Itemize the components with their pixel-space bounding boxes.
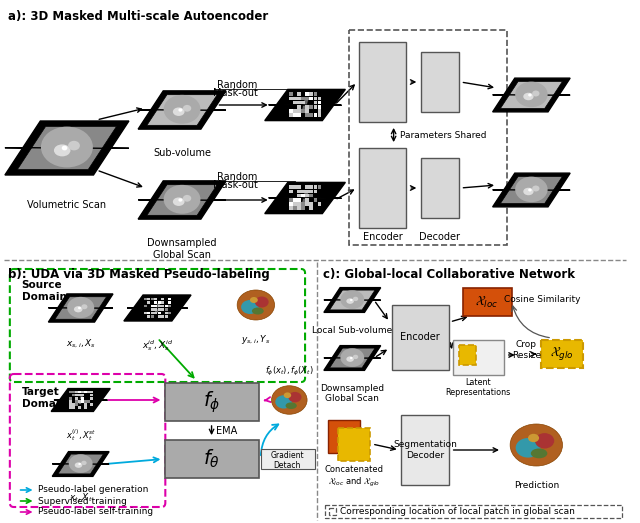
Bar [68, 400, 72, 403]
Bar [305, 93, 309, 96]
Bar [289, 185, 292, 189]
Polygon shape [61, 139, 73, 157]
Text: Local Sub-volume: Local Sub-volume [312, 326, 392, 335]
Bar [75, 400, 77, 403]
Polygon shape [51, 389, 110, 412]
Bar [293, 202, 297, 206]
Ellipse shape [237, 290, 275, 320]
Ellipse shape [179, 108, 182, 112]
Polygon shape [147, 185, 217, 215]
Ellipse shape [346, 298, 354, 304]
Bar [147, 301, 150, 304]
Bar [328, 420, 360, 453]
Bar [165, 383, 259, 421]
Bar [75, 397, 77, 400]
Ellipse shape [255, 297, 269, 308]
Bar [147, 315, 150, 318]
Bar [297, 194, 301, 197]
Ellipse shape [173, 198, 184, 206]
Bar [81, 400, 84, 403]
Bar [84, 403, 86, 406]
Bar [349, 30, 507, 245]
Text: Downsampled
Global Scan: Downsampled Global Scan [320, 384, 385, 403]
Bar [459, 345, 476, 365]
Polygon shape [178, 193, 186, 207]
Text: Pseudo-label generation: Pseudo-label generation [38, 485, 148, 495]
Ellipse shape [535, 433, 554, 449]
Bar [144, 298, 147, 301]
Polygon shape [500, 82, 563, 108]
Bar [84, 400, 86, 403]
Text: Parameters Shared: Parameters Shared [399, 131, 486, 140]
Bar [68, 406, 72, 409]
Text: Latent
Representations: Latent Representations [445, 378, 511, 397]
Text: a): 3D Masked Multi-scale Autoencoder: a): 3D Masked Multi-scale Autoencoder [8, 10, 268, 23]
Bar [84, 391, 86, 393]
Polygon shape [177, 101, 188, 119]
Polygon shape [154, 301, 161, 314]
Polygon shape [349, 353, 356, 363]
Ellipse shape [284, 392, 291, 398]
Polygon shape [58, 454, 104, 474]
Polygon shape [147, 95, 217, 126]
Ellipse shape [81, 304, 88, 309]
Bar [164, 315, 168, 318]
Bar [297, 190, 301, 193]
Polygon shape [324, 288, 381, 312]
Ellipse shape [41, 127, 93, 167]
Bar [260, 449, 315, 469]
Bar [317, 202, 321, 206]
Text: Pseudo-label self-training: Pseudo-label self-training [38, 507, 154, 517]
Ellipse shape [346, 356, 354, 362]
Polygon shape [177, 191, 188, 209]
Polygon shape [58, 391, 104, 409]
Text: Source
Domain: Source Domain [22, 280, 67, 302]
Bar [310, 93, 313, 96]
Bar [157, 312, 161, 314]
Bar [168, 301, 171, 304]
Bar [301, 194, 305, 197]
Bar [78, 391, 81, 393]
Text: Target
Domain: Target Domain [22, 387, 67, 408]
Bar [68, 403, 72, 406]
Polygon shape [60, 136, 74, 160]
Ellipse shape [532, 90, 540, 97]
Text: EMA: EMA [216, 426, 237, 436]
Bar [314, 190, 317, 193]
Text: Decoder: Decoder [419, 232, 460, 242]
Bar [463, 288, 512, 316]
Ellipse shape [528, 94, 532, 97]
Ellipse shape [68, 141, 80, 151]
Ellipse shape [271, 386, 307, 414]
Ellipse shape [183, 105, 191, 112]
Polygon shape [78, 395, 83, 404]
Text: $x_t, X_t$: $x_t, X_t$ [69, 492, 93, 505]
Bar [297, 109, 301, 113]
Polygon shape [349, 354, 355, 362]
Bar [147, 298, 150, 301]
Polygon shape [5, 121, 129, 175]
Ellipse shape [179, 198, 182, 202]
Bar [72, 391, 74, 393]
Bar [168, 298, 171, 301]
Bar [310, 194, 313, 197]
Polygon shape [52, 452, 109, 476]
Ellipse shape [353, 355, 358, 359]
Bar [87, 400, 90, 403]
Bar [301, 97, 305, 100]
Bar [293, 207, 297, 210]
Text: Encoder: Encoder [363, 232, 403, 242]
Ellipse shape [340, 290, 364, 309]
Bar [337, 428, 370, 461]
Polygon shape [349, 294, 356, 305]
Bar [154, 312, 157, 314]
Polygon shape [493, 173, 570, 207]
Bar [289, 190, 292, 193]
Bar [314, 93, 317, 96]
Bar [297, 202, 301, 206]
Bar [90, 403, 93, 406]
Bar [164, 312, 168, 314]
Bar [401, 415, 449, 485]
Text: $\mathcal{X}_{loc}$: $\mathcal{X}_{loc}$ [476, 294, 499, 310]
